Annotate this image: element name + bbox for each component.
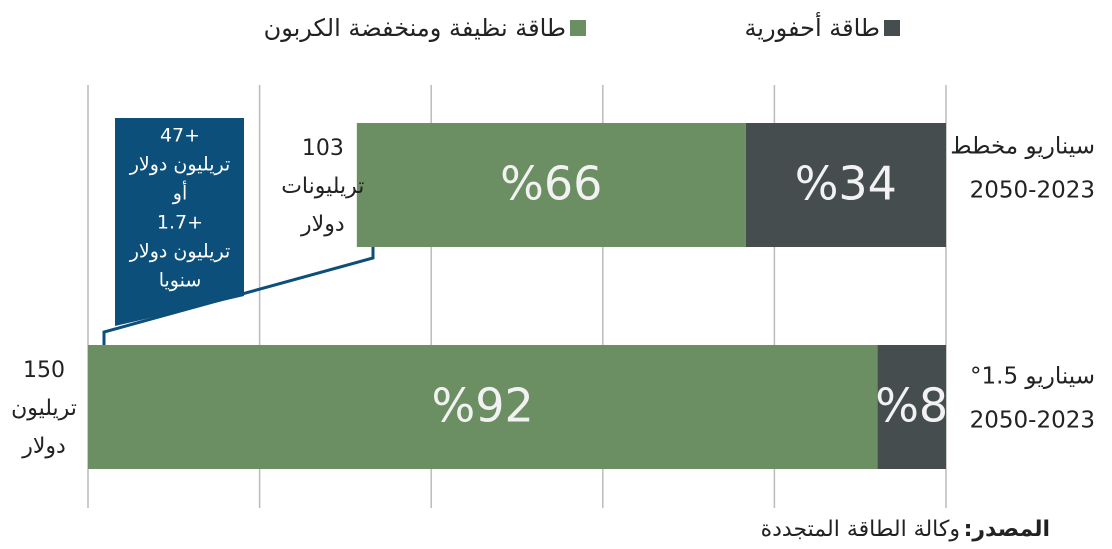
legend-label: طاقة نظيفة ومنخفضة الكربون — [264, 14, 566, 42]
total-label: تريليون — [11, 396, 77, 421]
value-label: %8 — [875, 379, 948, 433]
total-label: 150 — [23, 358, 65, 383]
legend-label: طاقة أحفورية — [744, 12, 880, 42]
total-label: دولار — [300, 212, 345, 237]
bar-segment — [877, 345, 946, 469]
value-label: %34 — [795, 157, 897, 211]
annotation-text: 47+ — [160, 125, 200, 147]
total-label: تريليونات — [281, 174, 364, 199]
value-label: %92 — [432, 379, 534, 433]
category-label: سيناريو مخطط — [950, 134, 1095, 160]
bar-segment — [356, 123, 746, 247]
source: المصدر: وكالة الطاقة المتجددة — [761, 517, 1050, 542]
category-label: 2050-2023 — [970, 178, 1095, 204]
annotation-text: 1.7+ — [157, 212, 203, 234]
annotation-text: أو — [172, 181, 187, 205]
legend-swatch — [884, 20, 900, 36]
total-label: 103 — [302, 136, 344, 161]
category-label: سيناريو 1.5° — [970, 364, 1095, 390]
source-label: المصدر: — [964, 517, 1050, 542]
annotation-box — [115, 118, 244, 326]
legend-swatch — [570, 20, 586, 36]
annotation-text: تريليون دولار — [129, 241, 231, 263]
total-label: دولار — [21, 434, 66, 459]
category-label: 2050-2023 — [970, 408, 1095, 434]
annotation-text: تريليون دولار — [129, 154, 231, 176]
source-text: وكالة الطاقة المتجددة — [761, 517, 960, 542]
value-label: %66 — [500, 157, 602, 211]
annotation-text: سنويا — [159, 270, 202, 292]
bar-segment — [745, 123, 946, 247]
bar-segment — [88, 345, 878, 469]
